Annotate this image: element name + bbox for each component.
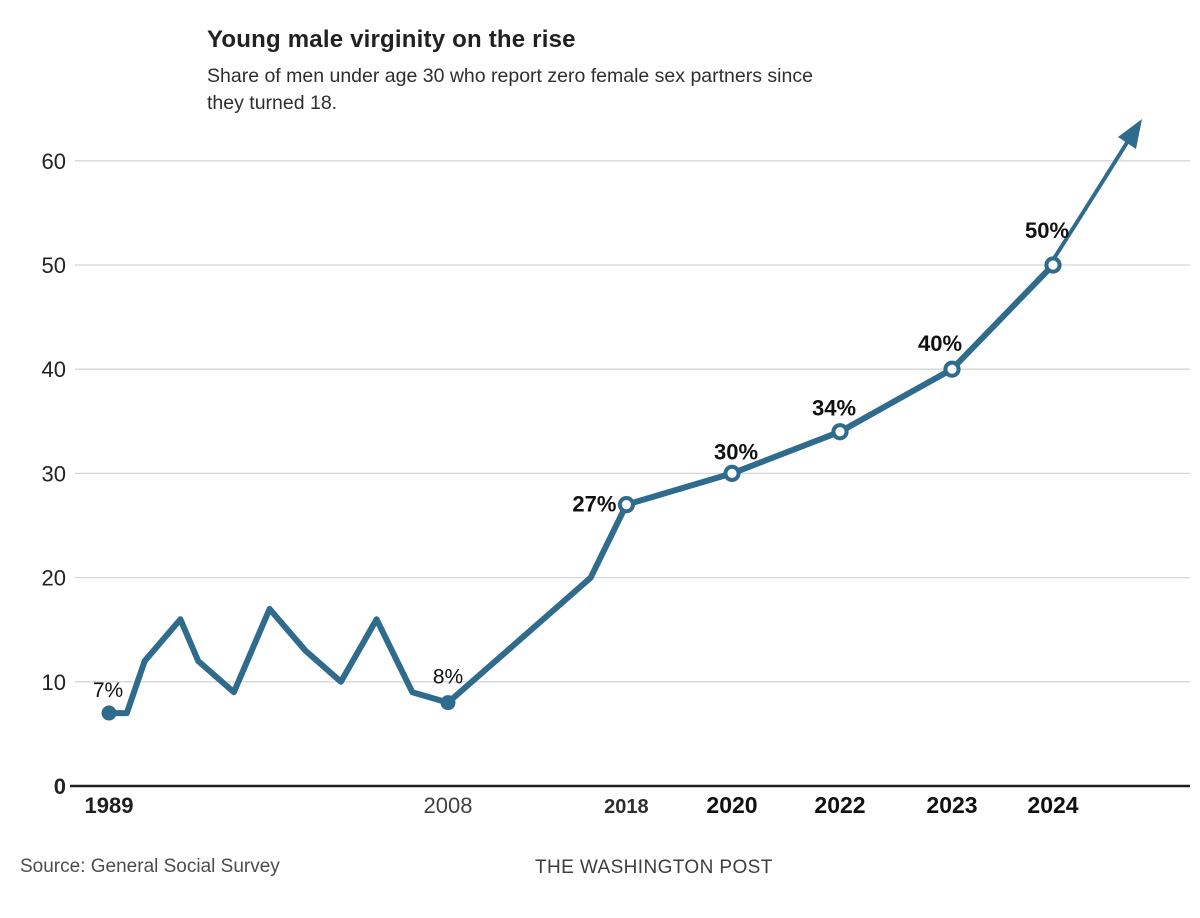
data-point-marker-open-2018 <box>617 496 636 514</box>
publisher-credit: THE WASHINGTON POST <box>535 857 773 878</box>
x-axis-tick-label-2022: 2022 <box>814 792 865 818</box>
data-point-marker-filled-1989 <box>101 705 117 721</box>
data-point-marker-open-2022 <box>831 423 849 441</box>
y-axis-tick-label: 0 <box>54 774 66 799</box>
y-axis-tick-label: 50 <box>42 253 66 278</box>
chart-header: Young male virginity on the rise Share o… <box>207 26 927 117</box>
x-axis-tick-label-2018: 2018 <box>604 796 649 818</box>
data-point-label-1989: 7% <box>93 679 123 702</box>
chart-subtitle-line2: they turned 18. <box>207 92 338 114</box>
projection-arrow-shaft <box>1051 139 1130 262</box>
data-point-label-2020: 30% <box>714 439 758 464</box>
data-point-marker-filled-2008 <box>440 695 456 711</box>
data-point-label-2024: 50% <box>1025 218 1069 243</box>
trend-line <box>106 262 1056 717</box>
y-axis-tick-label: 40 <box>42 357 66 382</box>
x-axis-tick-label-2024: 2024 <box>1027 792 1078 818</box>
data-point-label-2018: 27% <box>572 492 616 517</box>
y-axis-tick-label: 30 <box>42 461 66 486</box>
source-note: Source: General Social Survey <box>20 856 280 877</box>
x-axis-tick-label-2008: 2008 <box>424 793 473 818</box>
projection-arrowhead-icon <box>1118 119 1142 149</box>
data-point-marker-open-2023 <box>943 360 961 378</box>
chart-subtitle-line1: Share of men under age 30 who report zer… <box>207 65 813 87</box>
x-axis-tick-label-2023: 2023 <box>926 792 977 818</box>
data-point-label-2022: 34% <box>812 396 856 421</box>
data-point-label-2008: 8% <box>433 666 463 689</box>
y-axis-tick-label: 10 <box>42 670 66 695</box>
y-axis-tick-label: 20 <box>42 566 66 591</box>
y-axis-tick-label: 60 <box>42 149 66 174</box>
data-point-marker-open-2024 <box>1044 256 1062 274</box>
x-axis-tick-label-2020: 2020 <box>706 792 757 818</box>
chart-title: Young male virginity on the rise <box>207 26 576 53</box>
chart-subtitle: Share of men under age 30 who report zer… <box>207 63 927 117</box>
data-point-label-2023: 40% <box>918 331 962 356</box>
data-point-marker-open-2020 <box>723 464 741 482</box>
x-axis-tick-label-1989: 1989 <box>85 793 134 818</box>
